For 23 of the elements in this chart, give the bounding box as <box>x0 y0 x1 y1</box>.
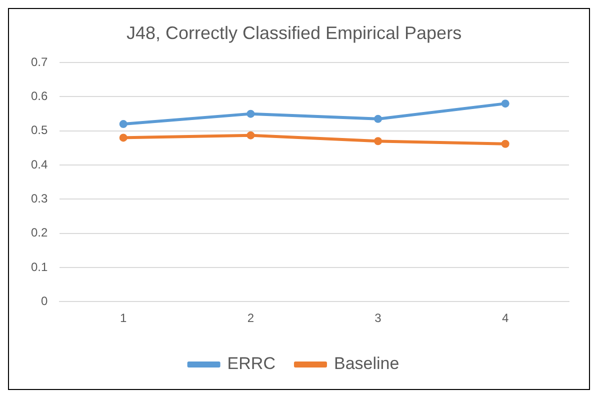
point <box>501 140 510 148</box>
y-tick-label: 0.2 <box>30 226 48 240</box>
point <box>246 110 255 118</box>
point <box>119 134 128 142</box>
y-tick-label: 0.3 <box>30 191 48 206</box>
point <box>501 100 510 108</box>
point <box>119 120 128 128</box>
y-tick-label: 0.7 <box>30 54 48 69</box>
y-tick-label: 0 <box>40 294 48 308</box>
x-tick-label: 3 <box>374 311 382 326</box>
y-tick-label: 0.5 <box>30 123 48 138</box>
chart-title: J48, Correctly Classified Empirical Papers <box>126 22 462 43</box>
point <box>246 131 255 140</box>
point <box>374 137 382 146</box>
x-tick-label: 2 <box>247 311 254 326</box>
y-tick-label: 0.6 <box>30 89 48 104</box>
y-tick-label: 0.1 <box>30 260 48 274</box>
x-tick-label: 1 <box>120 311 128 326</box>
y-tick-label: 0.4 <box>30 157 48 172</box>
legend-label: ERRC <box>227 354 276 374</box>
x-tick-label: 4 <box>502 311 509 326</box>
point <box>374 114 382 123</box>
legend-label: Baseline <box>334 354 400 374</box>
